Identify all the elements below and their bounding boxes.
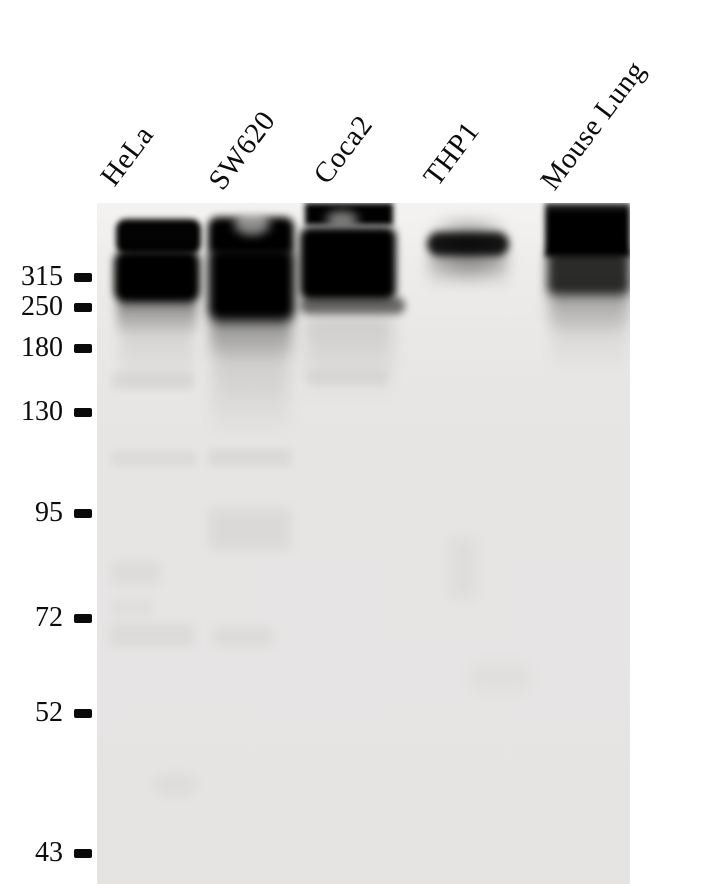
mw-label-180: 180 — [21, 332, 63, 363]
mw-marker-250: 250 — [8, 292, 92, 322]
band-sw620-lower — [208, 247, 295, 321]
mw-marker-95: 95 — [8, 498, 92, 528]
band-hela-upper — [116, 219, 201, 254]
blot-membrane — [97, 203, 630, 884]
mw-label-95: 95 — [35, 497, 63, 528]
mw-label-43: 43 — [35, 837, 63, 868]
band-mouse-lung-fade — [549, 291, 629, 331]
band-coca2-250 — [300, 297, 405, 314]
band-thp1-fade — [429, 254, 507, 288]
lane-label-hela: HeLa — [94, 119, 160, 192]
band-hela-faint-6 — [155, 775, 195, 795]
band-mouse-lung-smear — [552, 315, 626, 373]
mw-label-52: 52 — [35, 697, 63, 728]
mw-label-72: 72 — [35, 602, 63, 633]
band-hela-faint-3 — [112, 561, 160, 585]
mw-marker-72: 72 — [8, 603, 92, 633]
mw-tick-52 — [74, 708, 92, 718]
band-hela-fade — [117, 300, 197, 334]
mw-tick-180 — [74, 343, 92, 353]
lane-label-sw620: SW620 — [202, 105, 282, 196]
mw-tick-130 — [74, 407, 92, 417]
band-coca2-light-notch — [326, 211, 358, 229]
band-mouse-lung-mid — [547, 250, 630, 295]
band-sw620-faint-2 — [210, 509, 290, 549]
mw-marker-130: 130 — [8, 397, 92, 427]
lane-label-mouse-lung: Mouse Lung — [534, 55, 652, 197]
band-hela-faint-2 — [112, 451, 196, 466]
mw-tick-315 — [74, 272, 92, 282]
mw-label-130: 130 — [21, 396, 63, 427]
mw-marker-52: 52 — [8, 698, 92, 728]
band-hela-smear — [120, 321, 194, 393]
mw-marker-180: 180 — [8, 333, 92, 363]
band-thp1-faint-2 — [472, 663, 528, 691]
mw-label-315: 315 — [21, 261, 63, 292]
band-sw620-smear — [213, 341, 289, 437]
band-hela-faint-5 — [110, 624, 194, 646]
band-coca2-smear — [305, 315, 393, 401]
band-sw620-light-notch — [234, 211, 270, 235]
mw-tick-43 — [74, 848, 92, 858]
band-thp1-core — [427, 232, 509, 256]
mw-marker-315: 315 — [8, 262, 92, 292]
lane-label-coca2: Coca2 — [307, 109, 380, 190]
band-coca2-faint-1 — [307, 371, 387, 385]
band-thp1-faint-1 — [449, 537, 477, 599]
band-hela-faint-4 — [112, 599, 152, 617]
band-sw620-faint-1 — [209, 449, 291, 466]
band-sw620-fade — [210, 315, 292, 359]
mw-label-250: 250 — [21, 291, 63, 322]
lane-label-thp1: THP1 — [417, 115, 486, 192]
mw-tick-95 — [74, 508, 92, 518]
band-hela-lower — [114, 250, 200, 303]
band-sw620-faint-3 — [213, 627, 273, 647]
mw-tick-250 — [74, 302, 92, 312]
band-coca2-main — [300, 227, 396, 300]
mw-marker-43: 43 — [8, 838, 92, 868]
band-hela-faint-1 — [112, 373, 194, 389]
band-mouse-lung-top — [545, 203, 630, 257]
mw-tick-72 — [74, 613, 92, 623]
